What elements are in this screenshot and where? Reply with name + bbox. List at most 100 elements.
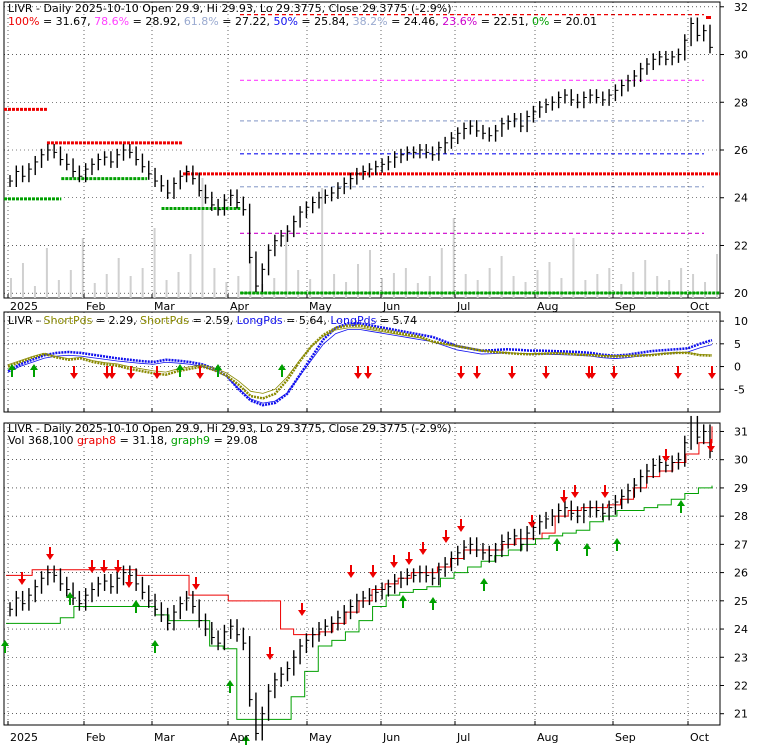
price-header: LIVR - Daily 2025-10-10 Open 29.9, Hi 29… [8, 2, 452, 15]
price-header-title: LIVR - Daily 2025-10-10 Open 29.9, Hi 29… [8, 2, 452, 15]
price-bars [9, 16, 713, 293]
volume-bar [596, 274, 599, 298]
volume-bar [33, 286, 36, 298]
sell-signal-arrow [457, 366, 465, 379]
sell-signal-arrow [508, 366, 516, 379]
sell-signal-arrow [419, 542, 427, 555]
volume-bar [45, 248, 48, 298]
y-tick-label: 24 [734, 623, 748, 636]
volume-bars [10, 178, 718, 298]
fib-value: = 27.22, [222, 15, 273, 28]
fib-label: 23.6% [442, 15, 480, 28]
volume-bar [177, 272, 180, 298]
buy-signal-arrow [66, 592, 74, 605]
month-label: Sep [615, 731, 636, 744]
oscillator-header: LIVR - ShortPds = 2.29, ShortPds = 2.59,… [8, 314, 417, 327]
volume-bar [704, 282, 707, 298]
volume-bar [680, 268, 683, 298]
y-tick-label: 31 [734, 425, 748, 438]
buy-signal-arrow [553, 538, 561, 551]
y-tick-label: 27 [734, 538, 748, 551]
volume-bar [357, 264, 360, 298]
sell-signal-arrow [266, 647, 274, 660]
oscillator-legend-value: = 2.59, [192, 314, 236, 327]
fib-value: = 20.01 [553, 15, 597, 28]
y-tick-label: 28 [734, 96, 748, 109]
fib-value: = 25.84, [301, 15, 352, 28]
y-tick-label: 29 [734, 482, 748, 495]
y-tick-label: 23 [734, 651, 748, 664]
volume-bar [153, 228, 156, 298]
sell-signal-arrow [560, 490, 568, 503]
buy-signal-arrow [613, 538, 621, 551]
stops-legend-value: = 29.08 [214, 434, 258, 447]
month-label: Jun [382, 731, 400, 744]
y-tick-label: -5 [734, 383, 745, 396]
buy-signal-arrow [30, 364, 38, 377]
y-tick-label: 22 [734, 679, 748, 692]
sell-signal-arrow [707, 439, 715, 452]
volume-bar [716, 254, 718, 298]
sell-signal-arrow [390, 555, 398, 568]
y-tick-label: 10 [734, 315, 748, 328]
sell-signal-arrow [610, 366, 618, 379]
volume-bar [548, 262, 551, 298]
volume-bar [416, 283, 419, 298]
sell-signal-arrow [70, 366, 78, 379]
oscillator-legend-value: = 5.64, [286, 314, 330, 327]
sell-signal-arrow [405, 552, 413, 565]
fib-value: = 31.67, [43, 15, 94, 28]
buy-signal-arrow [214, 364, 222, 377]
y-tick-label: 5 [734, 338, 741, 351]
volume-bar [440, 248, 443, 298]
volume-bar [69, 270, 72, 298]
volume-bar [285, 233, 288, 298]
month-label: Jun [382, 300, 400, 313]
oscillator-signals [8, 364, 716, 379]
month-label: Jul [456, 731, 470, 744]
stops-x-axis: 2025 Feb Mar Apr May Jun Jul Aug Sep Oct [7, 423, 710, 744]
month-label: Oct [690, 300, 710, 313]
price-x-axis: 2025 Feb Mar Apr May Jun Jul Aug Sep Oct [7, 2, 710, 313]
sell-signal-arrow [528, 515, 536, 528]
y-tick-label: 22 [734, 239, 748, 252]
sell-signal-arrow [473, 366, 481, 379]
sell-signal-arrow [674, 366, 682, 379]
volume-bar [572, 238, 575, 298]
fib-value: = 28.92, [133, 15, 184, 28]
month-label: 2025 [10, 731, 38, 744]
volume-bar [464, 274, 467, 298]
stops-legend-label: graph9 [171, 434, 214, 447]
fib-label: 100% [8, 15, 43, 28]
month-label: Jul [456, 300, 470, 313]
buy-signal-arrow [480, 578, 488, 591]
volume-bar [10, 278, 12, 298]
trailing-stop-line [6, 426, 713, 636]
volume-bar [608, 268, 611, 298]
stops-legend-value: = 31.18, [120, 434, 171, 447]
oscillator-legend-label: ShortPds [44, 314, 96, 327]
sell-signal-arrow [88, 560, 96, 573]
volume-bar [404, 268, 407, 298]
volume-bar [225, 282, 228, 298]
volume-bar [345, 282, 348, 298]
volume-bar [500, 256, 503, 298]
volume-bar [249, 260, 252, 298]
month-label: Feb [86, 731, 105, 744]
stops-header: LIVR - Daily 2025-10-10 Open 29.9, Hi 29… [8, 422, 452, 435]
sell-signal-arrow [369, 565, 377, 578]
volume-bar [141, 268, 144, 298]
sell-signal-arrow [114, 560, 122, 573]
volume-bar [536, 270, 539, 298]
month-label: Mar [154, 731, 175, 744]
buy-signal-arrow [1, 640, 9, 653]
sell-signal-arrow [103, 366, 111, 379]
volume-bar [644, 260, 647, 298]
oscillator-legend-label: ShortPds [140, 314, 192, 327]
volume-bar [512, 276, 515, 298]
buy-signal-arrow [583, 543, 591, 556]
sell-signal-arrow [125, 575, 133, 588]
sell-signal-arrow [347, 565, 355, 578]
y-tick-label: 32 [734, 1, 748, 14]
volume-bar [93, 283, 96, 298]
